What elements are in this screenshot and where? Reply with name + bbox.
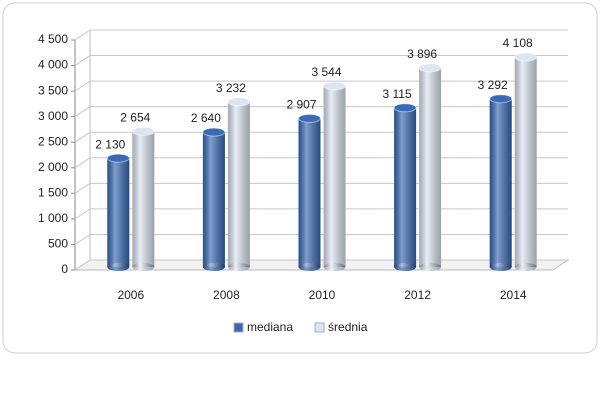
x-tick-label: 2008 xyxy=(213,288,240,302)
y-tick-label: 3 000 xyxy=(38,109,68,123)
bar-shade xyxy=(202,132,225,267)
bar-shade xyxy=(132,131,155,267)
y-tick-label: 1 000 xyxy=(38,211,68,225)
bar-top xyxy=(298,113,321,123)
x-tick-label: 2012 xyxy=(404,288,431,302)
grid-line xyxy=(74,29,91,41)
bar-top xyxy=(323,81,346,91)
data-label: 3 115 xyxy=(383,87,412,101)
bar-base-shade xyxy=(514,263,537,271)
bar-base-shade xyxy=(394,263,417,271)
grid-line xyxy=(74,55,91,66)
data-label: 3 232 xyxy=(216,81,246,95)
bar-base-shade xyxy=(227,263,250,271)
bar-top xyxy=(418,63,442,73)
bar-shade xyxy=(298,118,321,267)
x-tick-label: 2006 xyxy=(117,288,144,302)
bar-base-shade xyxy=(298,263,321,271)
data-label: 4 108 xyxy=(503,36,533,50)
legend-swatch xyxy=(314,322,325,333)
bar-shade xyxy=(394,107,417,268)
bar-shade xyxy=(489,98,512,268)
grid-line xyxy=(74,157,91,169)
y-tick-label: 1 500 xyxy=(38,186,68,200)
grid-line xyxy=(74,80,91,92)
grid-line xyxy=(74,234,91,245)
legend-label: średnia xyxy=(328,320,368,334)
grid-line xyxy=(74,131,91,143)
grid-line xyxy=(74,106,91,118)
y-tick-label: 2 500 xyxy=(38,134,68,148)
bar-base-shade xyxy=(107,263,130,271)
data-label: 3 544 xyxy=(311,65,341,79)
bar-top xyxy=(202,127,226,137)
data-label: 2 654 xyxy=(120,111,150,125)
y-tick-label: 0 xyxy=(61,262,68,276)
bar-base-shade xyxy=(202,263,225,271)
bar-shade xyxy=(514,57,537,268)
data-label: 2 640 xyxy=(191,111,221,125)
data-label: 3 896 xyxy=(407,47,437,61)
data-label: 2 907 xyxy=(286,98,316,112)
data-label: 3 292 xyxy=(478,78,508,92)
bar-top xyxy=(514,52,538,62)
x-tick-label: 2010 xyxy=(309,288,336,302)
bar-base-shade xyxy=(419,263,442,271)
legend-label: mediana xyxy=(247,320,293,334)
bar-top xyxy=(227,97,251,107)
y-tick-label: 4 500 xyxy=(38,32,68,46)
y-tick-label: 2 000 xyxy=(38,160,68,174)
x-tick-label: 2014 xyxy=(500,288,527,302)
y-tick-label: 500 xyxy=(48,237,68,251)
bar-shade xyxy=(227,101,250,267)
grid-line xyxy=(74,182,91,194)
grid-line xyxy=(74,259,91,271)
bar-top xyxy=(131,126,155,136)
bar-base-shade xyxy=(489,263,512,271)
bar-shade xyxy=(419,67,442,267)
bar-top xyxy=(489,94,513,104)
bar-shade xyxy=(323,85,346,268)
data-label: 2 130 xyxy=(95,137,125,151)
bar-base-shade xyxy=(323,263,346,271)
bar-top xyxy=(106,153,130,163)
legend-swatch xyxy=(233,322,244,333)
bar-base-shade xyxy=(132,263,155,271)
y-tick-label: 4 000 xyxy=(38,58,68,72)
grid-line xyxy=(74,208,91,220)
bar-top xyxy=(393,103,417,113)
y-tick-label: 3 500 xyxy=(38,83,68,97)
bar-shade xyxy=(107,158,130,267)
